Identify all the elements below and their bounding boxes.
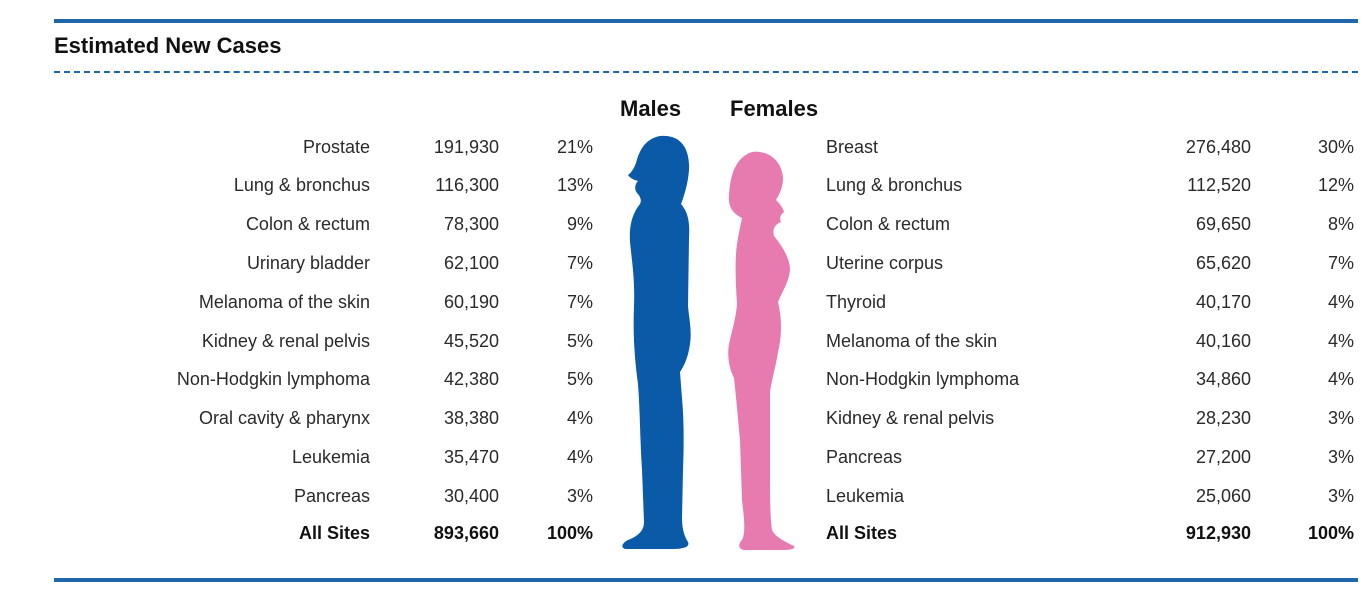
male-site: Oral cavity & pharynx	[198, 408, 370, 428]
female-site: Non-Hodgkin lymphoma	[826, 369, 1020, 389]
male-count: 78,300	[443, 214, 499, 234]
female-row: Pancreas 27,200 3%	[0, 445, 1368, 469]
male-count: 60,190	[443, 292, 499, 312]
female-site: Breast	[826, 137, 879, 157]
male-total-pct: 100%	[546, 523, 593, 543]
female-count: 27,200	[1195, 447, 1251, 467]
female-pct: 3%	[1327, 447, 1354, 467]
female-pct: 4%	[1327, 331, 1354, 351]
female-pct: 4%	[1327, 292, 1354, 312]
male-pct: 21%	[556, 137, 593, 157]
male-row: Urinary bladder 62,100 7%	[0, 251, 1368, 275]
female-count: 69,650	[1195, 214, 1251, 234]
female-count: 112,520	[1187, 175, 1251, 195]
male-site: Colon & rectum	[245, 214, 370, 234]
male-row: Lung & bronchus 116,300 13%	[0, 173, 1368, 197]
male-site: Urinary bladder	[246, 253, 370, 273]
male-pct: 5%	[566, 331, 593, 351]
male-pct: 5%	[566, 369, 593, 389]
male-count: 35,470	[443, 447, 499, 467]
male-site: Non-Hodgkin lymphoma	[176, 369, 370, 389]
male-site: Lung & bronchus	[233, 175, 370, 195]
male-row: Kidney & renal pelvis 45,520 5%	[0, 329, 1368, 353]
female-site: Lung & bronchus	[826, 175, 963, 195]
female-count: 65,620	[1195, 253, 1251, 273]
male-count: 191,930	[433, 137, 499, 157]
female-row: Non-Hodgkin lymphoma 34,860 4%	[0, 367, 1368, 391]
male-site: Melanoma of the skin	[198, 292, 370, 312]
male-pct: 4%	[566, 408, 593, 428]
males-heading: Males	[620, 96, 682, 121]
female-total-row: All Sites 912,930 100%	[0, 521, 1368, 545]
bottom-rule	[54, 578, 1358, 582]
female-row: Lung & bronchus 112,520 12%	[0, 173, 1368, 197]
male-count: 62,100	[443, 253, 499, 273]
female-pct: 30%	[1317, 137, 1354, 157]
female-row: Breast 276,480 30%	[0, 135, 1368, 159]
male-pct: 4%	[566, 447, 593, 467]
male-pct: 13%	[556, 175, 593, 195]
male-count: 116,300	[435, 175, 499, 195]
male-silhouette-icon	[622, 135, 691, 549]
dashed-divider	[54, 71, 1358, 73]
female-row: Kidney & renal pelvis 28,230 3%	[0, 406, 1368, 430]
female-pct: 3%	[1327, 486, 1354, 506]
female-pct: 4%	[1327, 369, 1354, 389]
female-pct: 7%	[1327, 253, 1354, 273]
male-row: Colon & rectum 78,300 9%	[0, 212, 1368, 236]
female-count: 25,060	[1195, 486, 1251, 506]
female-count: 40,170	[1195, 292, 1251, 312]
male-row: Leukemia 35,470 4%	[0, 445, 1368, 469]
male-site: Pancreas	[293, 486, 370, 506]
male-row: Melanoma of the skin 60,190 7%	[0, 290, 1368, 314]
female-count: 276,480	[1185, 137, 1251, 157]
page-title: Estimated New Cases	[54, 33, 282, 58]
female-site: Uterine corpus	[826, 253, 944, 273]
female-site: Pancreas	[826, 447, 903, 467]
female-site: Kidney & renal pelvis	[826, 408, 995, 428]
male-total-row: All Sites 893,660 100%	[0, 521, 1368, 545]
female-count: 28,230	[1195, 408, 1251, 428]
male-site: Leukemia	[291, 447, 370, 467]
female-count: 34,860	[1195, 369, 1251, 389]
female-total-pct: 100%	[1307, 523, 1354, 543]
female-site: Leukemia	[826, 486, 905, 506]
male-pct: 3%	[566, 486, 593, 506]
female-total-count: 912,930	[1185, 523, 1251, 543]
male-count: 38,380	[443, 408, 499, 428]
female-site: Thyroid	[826, 292, 887, 312]
top-rule	[54, 19, 1358, 23]
male-count: 45,520	[443, 331, 499, 351]
male-site: Prostate	[302, 137, 370, 157]
male-pct: 9%	[566, 214, 593, 234]
male-pct: 7%	[566, 253, 593, 273]
female-total-site: All Sites	[826, 523, 898, 543]
female-site: Colon & rectum	[826, 214, 951, 234]
male-row: Pancreas 30,400 3%	[0, 484, 1368, 508]
female-row: Uterine corpus 65,620 7%	[0, 251, 1368, 275]
female-row: Thyroid 40,170 4%	[0, 290, 1368, 314]
female-row: Leukemia 25,060 3%	[0, 484, 1368, 508]
male-total-count: 893,660	[433, 523, 499, 543]
female-pct: 3%	[1327, 408, 1354, 428]
female-row: Melanoma of the skin 40,160 4%	[0, 329, 1368, 353]
female-site: Melanoma of the skin	[826, 331, 998, 351]
male-count: 30,400	[443, 486, 499, 506]
male-row: Prostate 191,930 21%	[0, 135, 1368, 159]
male-pct: 7%	[566, 292, 593, 312]
male-total-site: All Sites	[298, 523, 370, 543]
male-site: Kidney & renal pelvis	[201, 331, 370, 351]
female-pct: 12%	[1317, 175, 1354, 195]
female-pct: 8%	[1327, 214, 1354, 234]
male-row: Non-Hodgkin lymphoma 42,380 5%	[0, 367, 1368, 391]
female-row: Colon & rectum 69,650 8%	[0, 212, 1368, 236]
male-count: 42,380	[443, 369, 499, 389]
female-silhouette-icon	[728, 151, 795, 550]
females-heading: Females	[730, 96, 819, 121]
female-count: 40,160	[1195, 331, 1251, 351]
male-row: Oral cavity & pharynx 38,380 4%	[0, 406, 1368, 430]
